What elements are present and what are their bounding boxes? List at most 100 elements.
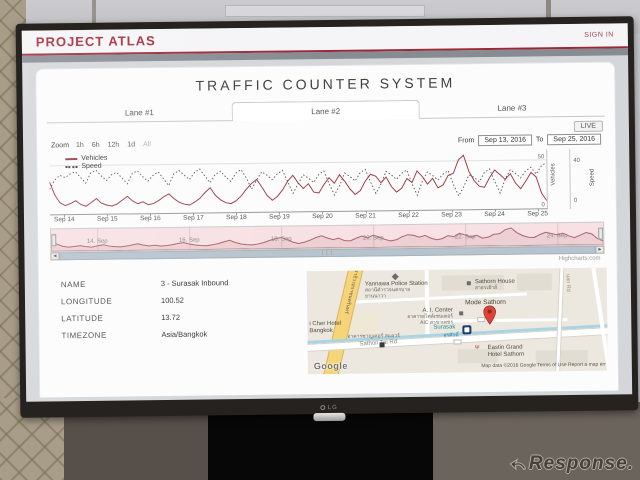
x-tick: Sep 23 xyxy=(441,211,462,219)
navigator-tick: 14. Sep xyxy=(86,238,108,245)
watermark-arrow-icon xyxy=(509,458,527,471)
speed-axis-line xyxy=(569,149,571,210)
scroll-left-button[interactable]: ◄ xyxy=(50,252,60,261)
booth-shelf xyxy=(225,5,425,17)
x-tick: Sep 16 xyxy=(140,215,161,223)
map-attribution[interactable]: Map data ©2016 Google Terms of Use Repor… xyxy=(481,361,606,370)
bts-station-icon xyxy=(462,325,472,335)
poi-cher-hotel: i Cher Hotel Bangkok xyxy=(309,321,341,335)
meta-value: 100.52 xyxy=(160,295,185,306)
naradhiwas-road-label: นราธิวาสราชนครินทร์ xyxy=(342,267,360,315)
lattice-partition xyxy=(0,398,64,480)
zoom-buttons: 1h 6h 12h 1d All xyxy=(76,141,159,149)
station-exit-icon xyxy=(453,339,462,345)
tab-lane-2[interactable]: Lane #2 xyxy=(231,99,420,122)
main-chart: Vehicles Speed 50 0 Vehicles xyxy=(49,149,604,216)
meta-label: LONGITUDE xyxy=(60,296,113,307)
poi-label-th: สาธรเฮ้าส์ xyxy=(474,284,498,292)
navigator-tick: 16. Sep xyxy=(178,237,200,244)
booth-pole xyxy=(92,0,96,30)
x-tick: Sep 19 xyxy=(269,213,290,221)
x-tick: Sep 18 xyxy=(226,213,247,222)
poi-surasak-station: Surasak xyxy=(433,324,456,331)
map-pin-icon[interactable] xyxy=(483,305,496,325)
watermark-text: Response. xyxy=(528,453,634,474)
x-tick: Sep 20 xyxy=(312,212,333,221)
google-map[interactable]: นราธิวาสราชนครินทร์ Sathon Tai Rd uan Rd… xyxy=(306,267,608,375)
meta-row: LONGITUDE 100.52 xyxy=(60,294,301,307)
station-metadata: NAME 3 - Surasak Inbound LONGITUDE 100.52 LA… xyxy=(49,271,302,377)
navigator-left-handle[interactable] xyxy=(51,234,57,247)
meta-value: 13.72 xyxy=(161,312,181,323)
google-logo: Google xyxy=(313,360,348,372)
meta-label: TIMEZONE xyxy=(61,330,107,341)
y-axes: Vehicles 40 0 Speed xyxy=(547,149,604,210)
pramuan-road-label: uan Rd xyxy=(564,274,571,292)
building-icon xyxy=(379,342,385,348)
tab-lane-3[interactable]: Lane #3 xyxy=(419,97,605,119)
from-date-input[interactable]: Sep 13, 2016 xyxy=(478,134,533,147)
meta-row: NAME 3 - Surasak Inbound xyxy=(61,277,301,289)
speed-series xyxy=(49,162,547,197)
speed-tick-40: 40 xyxy=(573,157,581,164)
plot-area[interactable]: Vehicles Speed 50 0 xyxy=(49,149,548,216)
booth-pole xyxy=(546,0,551,26)
zoom-button-1h[interactable]: 1h xyxy=(75,141,84,150)
speed-tick-0: 0 xyxy=(573,197,578,204)
chart-legend: Vehicles Speed xyxy=(65,155,107,172)
content-card: TRAFFIC COUNTER SYSTEM Lane #1 Lane #2 Lan… xyxy=(35,61,620,398)
vehicles-series xyxy=(49,154,547,207)
navigator-tick: 24. Sep xyxy=(546,233,568,240)
brand-title: PROJECT ATLAS xyxy=(35,33,156,50)
to-date-input[interactable]: Sep 25, 2016 xyxy=(547,133,602,146)
page-title: TRAFFIC COUNTER SYSTEM xyxy=(195,74,456,94)
vehicles-swatch xyxy=(65,157,78,160)
poi-sathorn-house: Sathorn House สาธรเฮ้าส์ xyxy=(475,279,515,292)
navigator-tick: 22. Sep xyxy=(454,234,476,241)
response-watermark: Response. xyxy=(509,453,634,475)
building-icon xyxy=(466,281,471,286)
legend-vehicles[interactable]: Vehicles xyxy=(65,155,107,163)
navigator-area xyxy=(51,227,604,252)
legend-speed[interactable]: Speed xyxy=(65,163,107,171)
poi-label: Bangkok xyxy=(309,327,333,335)
x-tick: Sep 17 xyxy=(183,214,204,222)
navigator-right-handle[interactable] xyxy=(598,227,604,240)
x-tick: Sep 21 xyxy=(355,212,376,220)
scroll-right-button[interactable]: ► xyxy=(595,245,605,254)
navigator-tick: 20. Sep xyxy=(362,235,384,242)
range-navigator[interactable]: 14. Sep 16. Sep 18. Sep 20. Sep 22. Sep 24. S… xyxy=(50,221,605,253)
lg-monitor: PROJECT ATLAS SIGN IN TRAFFIC COUNTER SY… xyxy=(15,16,639,422)
x-tick: Sep 25 xyxy=(527,210,548,218)
zoom-button-all[interactable]: All xyxy=(143,141,151,149)
navigator-svg xyxy=(51,227,604,252)
meta-value: 3 - Surasak Inbound xyxy=(160,278,229,289)
live-button[interactable]: LIVE xyxy=(573,120,603,132)
zoom-button-6h[interactable]: 6h xyxy=(91,141,100,149)
zoom-label: Zoom xyxy=(51,142,70,150)
map-block xyxy=(516,273,552,291)
from-label: From xyxy=(457,137,475,145)
restaurant-icon: Ψ xyxy=(474,345,480,352)
x-tick: Sep 15 xyxy=(96,215,118,223)
meta-label: NAME xyxy=(60,279,86,290)
lane-tabs: Lane #1 Lane #2 Lane #3 xyxy=(46,97,605,124)
meta-label: LATITUDE xyxy=(61,313,104,324)
side-road xyxy=(590,267,608,375)
zoom-button-12h[interactable]: 12h xyxy=(107,141,120,149)
zoom-button-1d[interactable]: 1d xyxy=(127,141,136,149)
navigator-tick: 18. Sep xyxy=(270,236,292,243)
toolbar-spacer xyxy=(159,141,454,145)
sign-in-link[interactable]: SIGN IN xyxy=(584,31,614,39)
poi-label-th: ยานนาวา xyxy=(364,292,387,300)
vehicles-tick-0: 0 xyxy=(541,202,545,209)
tab-lane-1[interactable]: Lane #1 xyxy=(46,102,233,124)
x-tick: Sep 24 xyxy=(484,210,505,219)
speed-axis-title: Speed xyxy=(589,168,596,187)
poi-eastin-hotel: Eastin Grand Hotel Sathorn xyxy=(488,345,525,359)
poi-label: Hotel Sathorn xyxy=(487,351,525,358)
poi-surasak-station-th: สุรศักดิ์ xyxy=(443,332,459,339)
screen: PROJECT ATLAS SIGN IN TRAFFIC COUNTER SY… xyxy=(21,23,633,402)
lg-logo-icon xyxy=(320,404,326,411)
meta-row: TIMEZONE Asia/Bangkok xyxy=(61,328,301,340)
